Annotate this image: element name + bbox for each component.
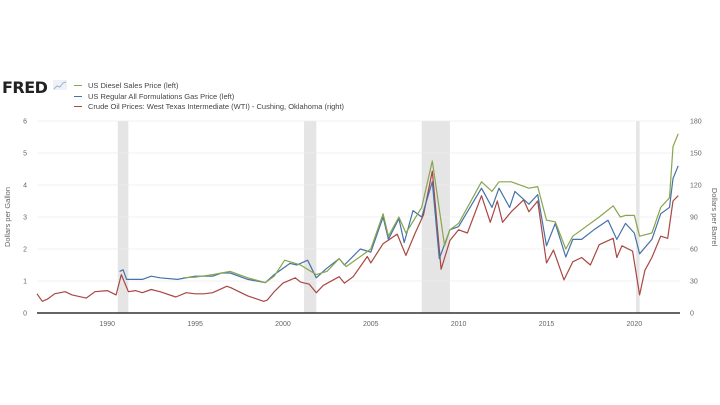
y-axis-title-left: Dollars per Gallon xyxy=(3,187,12,247)
x-tick-label: 2005 xyxy=(363,321,379,328)
fred-logo: FRED xyxy=(2,78,48,97)
series-line xyxy=(182,133,679,284)
y-tick-label-left: 6 xyxy=(23,119,27,126)
legend-swatch xyxy=(74,105,82,108)
legend-label: US Diesel Sales Price (left) xyxy=(88,81,179,90)
x-tick-label: 1990 xyxy=(99,321,115,328)
legend-item-wti[interactable]: Crude Oil Prices: West Texas Intermediat… xyxy=(74,102,344,111)
legend-label: US Regular All Formulations Gas Price (l… xyxy=(88,92,235,101)
y-tick-label-left: 4 xyxy=(23,183,27,190)
y-tick-label-right: 60 xyxy=(690,247,698,254)
x-tick-label: 2020 xyxy=(627,321,643,328)
y-tick-label-left: 1 xyxy=(23,279,27,286)
x-tick-label: 1995 xyxy=(187,321,203,328)
x-tick-label: 2015 xyxy=(539,321,555,328)
y-tick-label-left: 2 xyxy=(23,247,27,254)
series-line xyxy=(36,170,679,302)
legend-item-gas[interactable]: US Regular All Formulations Gas Price (l… xyxy=(74,92,234,101)
y-tick-label-left: 5 xyxy=(23,151,27,158)
y-tick-label-right: 30 xyxy=(690,279,698,286)
y-tick-label-left: 0 xyxy=(23,311,27,318)
y-axis-title-right: Dollars per Barrel xyxy=(710,188,719,247)
y-tick-label-right: 90 xyxy=(690,215,698,222)
legend-swatch xyxy=(74,95,82,98)
x-tick-label: 2010 xyxy=(451,321,467,328)
chart-logo-icon xyxy=(53,80,67,90)
y-tick-label-right: 150 xyxy=(690,151,702,158)
legend-label: Crude Oil Prices: West Texas Intermediat… xyxy=(88,102,345,111)
y-tick-label-right: 180 xyxy=(690,119,702,126)
y-tick-label-right: 0 xyxy=(690,311,694,318)
legend-swatch xyxy=(74,84,82,87)
y-tick-label-left: 3 xyxy=(23,215,27,222)
series-line xyxy=(119,165,679,284)
y-tick-label-right: 120 xyxy=(690,183,702,190)
x-tick-label: 2000 xyxy=(275,321,291,328)
legend-item-diesel[interactable]: US Diesel Sales Price (left) xyxy=(74,81,178,90)
